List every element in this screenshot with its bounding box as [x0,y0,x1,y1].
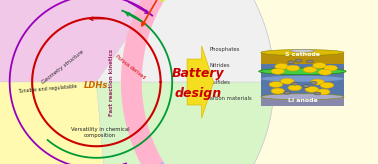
Polygon shape [145,161,378,164]
Ellipse shape [0,0,274,164]
Ellipse shape [142,0,378,164]
Circle shape [271,68,285,74]
Circle shape [280,78,294,84]
Circle shape [269,82,283,87]
Text: Phosphates: Phosphates [210,47,240,52]
Polygon shape [0,0,198,82]
Circle shape [316,89,330,95]
Ellipse shape [259,68,346,75]
Polygon shape [261,97,344,106]
Text: Li anode: Li anode [288,98,317,102]
Circle shape [310,81,317,84]
Circle shape [284,91,291,94]
Polygon shape [96,0,274,82]
Circle shape [303,85,310,88]
Polygon shape [121,0,163,164]
Polygon shape [261,64,344,79]
Circle shape [311,79,324,85]
Text: Versatility in chemical
composition: Versatility in chemical composition [71,127,130,138]
Text: Carbon materials: Carbon materials [206,96,252,101]
Circle shape [307,60,313,63]
Circle shape [291,82,298,85]
Text: LDHs: LDHs [84,81,108,90]
Polygon shape [187,46,214,118]
Text: Fast reaction kinetics: Fast reaction kinetics [109,49,114,115]
Polygon shape [261,52,344,64]
Ellipse shape [261,94,344,100]
Text: S cathode: S cathode [285,52,320,57]
Circle shape [288,85,302,91]
Circle shape [314,92,321,95]
Text: Nitrides: Nitrides [210,63,231,68]
Polygon shape [0,82,112,164]
Circle shape [305,86,319,92]
Circle shape [275,63,288,69]
Text: Porous derived: Porous derived [115,54,146,81]
Circle shape [295,59,302,62]
Circle shape [313,63,326,69]
Text: Tunable and regulatable: Tunable and regulatable [17,83,77,94]
Circle shape [303,67,317,73]
Circle shape [286,65,300,71]
Polygon shape [145,0,378,3]
Text: Sulfides: Sulfides [210,80,231,84]
Polygon shape [261,73,344,97]
Circle shape [324,65,338,71]
Circle shape [271,88,285,94]
Circle shape [288,61,294,64]
Text: design: design [175,87,222,100]
Circle shape [318,69,332,75]
Ellipse shape [290,49,315,52]
Circle shape [320,82,334,88]
Polygon shape [96,82,274,164]
Text: Battery: Battery [172,67,225,80]
Text: Geometry structure: Geometry structure [40,49,84,85]
Ellipse shape [261,76,344,82]
Ellipse shape [261,50,344,55]
